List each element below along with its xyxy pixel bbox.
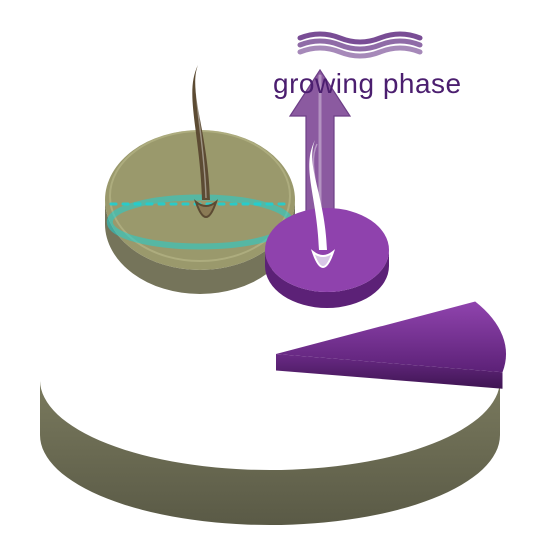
resting-percent-value: 90 xyxy=(110,337,173,402)
resting-phase-label: 90% resting phase xyxy=(110,340,326,435)
growing-phase-label: growing phase xyxy=(273,68,462,100)
scribble-accent xyxy=(300,34,420,56)
percent-symbol: % xyxy=(175,357,202,390)
infographic-stage: 90% resting phase growing phase xyxy=(0,0,550,560)
resting-phase-text: resting phase xyxy=(110,397,326,435)
